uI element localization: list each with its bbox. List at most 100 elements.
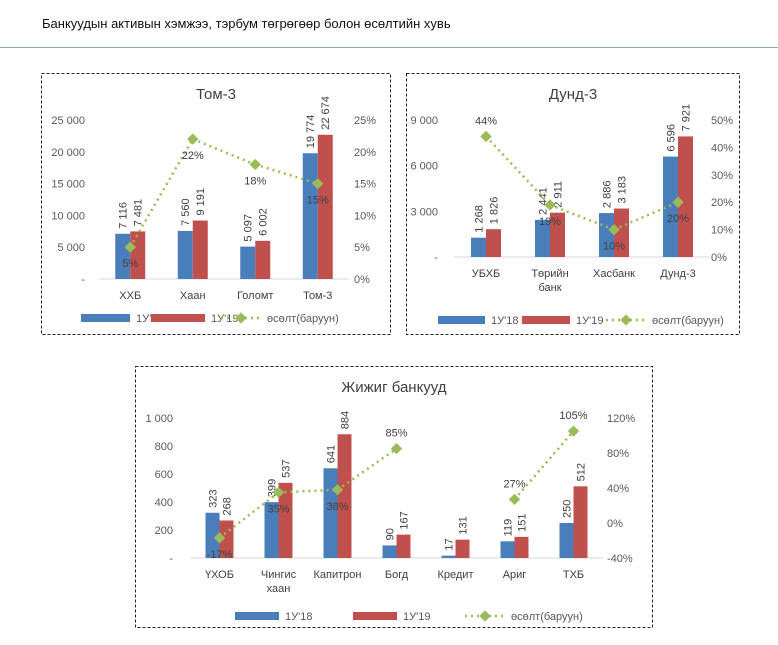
data-label: 17 bbox=[444, 538, 456, 550]
bar-1u18 bbox=[441, 555, 456, 558]
chart-title: Жижиг банкууд bbox=[341, 379, 446, 396]
growth-label: -17% bbox=[207, 549, 233, 561]
bar-1u18 bbox=[663, 156, 678, 257]
y-tick-label: 600 bbox=[155, 469, 173, 481]
bar-1u19 bbox=[317, 134, 333, 279]
y-tick-label: - bbox=[169, 553, 173, 565]
data-label: 2 911 bbox=[553, 181, 565, 208]
bar-1u18 bbox=[471, 237, 486, 257]
growth-label: 27% bbox=[503, 478, 525, 490]
x-tick-label: ХХБ bbox=[119, 290, 141, 302]
growth-label: 85% bbox=[385, 428, 407, 440]
data-label: 268 bbox=[222, 497, 234, 515]
bar-1u18 bbox=[382, 545, 397, 558]
growth-label: 10% bbox=[603, 241, 625, 253]
data-label: 512 bbox=[576, 463, 588, 481]
y-tick-label: 6 000 bbox=[410, 161, 438, 173]
y-tick-label: 400 bbox=[155, 497, 173, 509]
legend-label: 1У'18 bbox=[285, 611, 312, 623]
data-label: 2 886 bbox=[602, 181, 614, 209]
x-tick-label: Богд bbox=[385, 569, 409, 581]
data-label: 119 bbox=[503, 519, 515, 537]
bar-1u18 bbox=[115, 233, 131, 279]
y-tick-label: 15 000 bbox=[51, 179, 85, 191]
growth-line-segment bbox=[254, 163, 319, 185]
bar-1u19 bbox=[678, 136, 693, 257]
bar-1u19 bbox=[255, 240, 271, 279]
bar-1u18 bbox=[500, 541, 515, 558]
x-tick-label: ТХБ bbox=[563, 569, 584, 581]
growth-label: 22% bbox=[182, 150, 204, 162]
x-tick-label: Капитрон bbox=[314, 569, 362, 581]
growth-label: 19% bbox=[539, 216, 561, 228]
y2-tick-label: 30% bbox=[711, 170, 733, 182]
y2-tick-label: 10% bbox=[711, 225, 733, 237]
growth-line-segment bbox=[278, 488, 338, 494]
chart-border bbox=[41, 73, 391, 335]
bar-1u18 bbox=[535, 219, 550, 257]
growth-marker bbox=[608, 223, 620, 236]
x-tick-label: Голомт bbox=[237, 290, 273, 302]
y-tick-label: 9 000 bbox=[410, 115, 438, 127]
bar-1u19 bbox=[130, 231, 146, 279]
x-tick-label: Төрийн bbox=[531, 268, 568, 280]
legend-label: өсөлт(баруун) bbox=[267, 313, 339, 325]
y-tick-label: 10 000 bbox=[51, 210, 85, 222]
page-title: Банкуудын активын хэмжээ, тэрбум төгрөгө… bbox=[42, 16, 451, 31]
legend-growth-marker bbox=[620, 314, 632, 326]
data-label: 641 bbox=[326, 445, 338, 463]
data-label: 90 bbox=[385, 528, 397, 540]
chart-title: Дунд-3 bbox=[549, 86, 597, 103]
growth-label: 35% bbox=[267, 503, 289, 515]
bar-1u19 bbox=[278, 482, 293, 558]
legend-swatch bbox=[522, 316, 570, 324]
y-tick-label: 3 000 bbox=[410, 206, 438, 218]
y2-tick-label: 15% bbox=[354, 179, 376, 191]
growth-marker bbox=[312, 177, 324, 190]
x-tick-label: Хасбанк bbox=[593, 268, 635, 280]
legend-label: 1У'19 bbox=[576, 315, 603, 327]
x-tick-label: ҮХОБ bbox=[205, 569, 234, 581]
growth-marker bbox=[249, 158, 261, 171]
data-label: 6 596 bbox=[666, 124, 678, 152]
bar-1u19 bbox=[573, 486, 588, 558]
x-tick-label: банк bbox=[538, 282, 561, 294]
data-label: 22 674 bbox=[320, 96, 332, 130]
chart-tom3: Том-3 - 5 000 10 000 15 000 20 000 25 000 0% 5% 1… bbox=[41, 73, 391, 335]
bar-1u19 bbox=[550, 212, 565, 257]
y-tick-label: 1 000 bbox=[145, 413, 173, 425]
data-label: 1 268 bbox=[474, 205, 486, 233]
x-tick-label: Кредит bbox=[437, 569, 473, 581]
bar-1u19 bbox=[614, 208, 629, 257]
bar-1u18 bbox=[323, 468, 338, 558]
x-tick-label: хаан bbox=[267, 583, 291, 595]
y-tick-label: 200 bbox=[155, 525, 173, 537]
y-tick-label: 5 000 bbox=[57, 242, 85, 254]
divider bbox=[0, 47, 778, 48]
legend-growth-marker bbox=[479, 610, 491, 622]
growth-label: 20% bbox=[667, 213, 689, 225]
data-label: 7 481 bbox=[133, 199, 145, 227]
growth-marker bbox=[508, 493, 521, 506]
bar-1u19 bbox=[192, 220, 208, 279]
legend-growth-marker bbox=[235, 312, 247, 324]
growth-label: 5% bbox=[122, 258, 138, 270]
x-tick-label: Хаан bbox=[180, 290, 206, 302]
chart-title: Том-3 bbox=[196, 86, 236, 103]
x-tick-label: УБХБ bbox=[472, 268, 501, 280]
y2-tick-label: 50% bbox=[711, 115, 733, 127]
y2-tick-label: 25% bbox=[354, 115, 376, 127]
data-label: 884 bbox=[340, 411, 352, 429]
data-label: 9 191 bbox=[195, 188, 207, 216]
legend-label: 1У'19 bbox=[211, 313, 238, 325]
legend-swatch bbox=[151, 314, 205, 322]
bar-1u18 bbox=[205, 512, 220, 558]
chart-small-banks: Жижиг банкууд - 200 400 600 800 1 000 -40% 0% 40%… bbox=[135, 366, 653, 628]
data-label: 7 921 bbox=[681, 104, 693, 132]
bar-1u18 bbox=[559, 523, 574, 558]
data-label: 1 826 bbox=[489, 197, 501, 225]
y2-tick-label: 0% bbox=[354, 274, 370, 286]
legend-label: 1У'19 bbox=[403, 611, 430, 623]
legend-swatch bbox=[81, 314, 130, 322]
x-tick-label: Дунд-3 bbox=[660, 268, 695, 280]
